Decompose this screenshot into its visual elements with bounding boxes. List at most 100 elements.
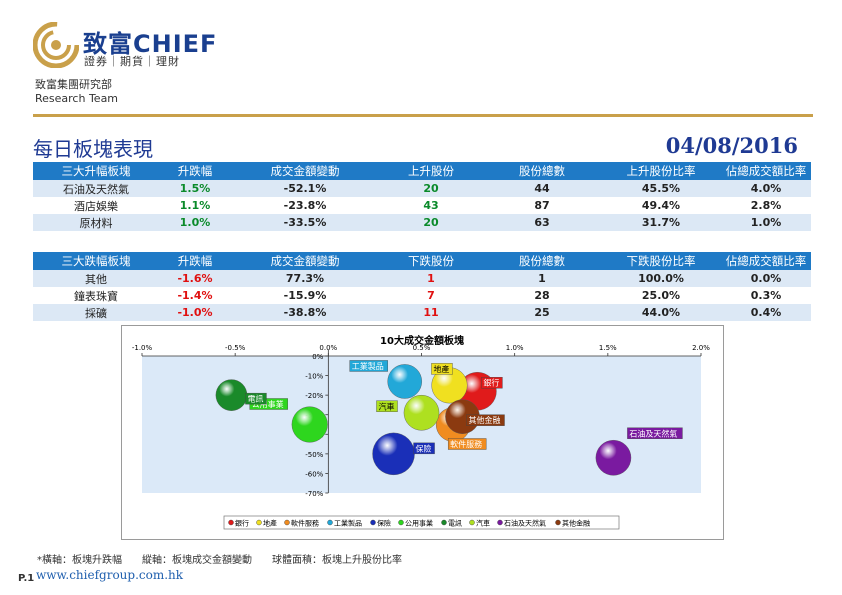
bubble-label-box	[466, 414, 505, 426]
department-label: 致富集團研究部 Research Team	[35, 78, 118, 106]
cell-turnover-share: 0.0%	[721, 270, 811, 287]
legend-marker	[398, 519, 404, 526]
cell-turnover-change: -52.1%	[231, 180, 379, 197]
col-header-sector: 三大跌幅板塊	[33, 252, 159, 270]
cell-turnover-share: 0.4%	[721, 304, 811, 321]
legend-label: 軟件服務	[291, 519, 319, 528]
cell-falling-stocks: 7	[379, 287, 483, 304]
report-date: 04/08/2016	[665, 133, 798, 158]
table-header-row: 三大跌幅板塊 升跌幅 成交金額變動 下跌股份 股份總數 下跌股份比率 佔總成交額…	[33, 252, 811, 270]
cell-rising-stocks: 20	[379, 180, 483, 197]
y-tick-label: -20%	[305, 392, 323, 400]
cell-turnover-change: 77.3%	[231, 270, 379, 287]
legend-marker	[555, 519, 561, 526]
cell-total-stocks: 25	[483, 304, 601, 321]
legend-marker	[441, 519, 447, 526]
cell-rising-ratio: 49.4%	[601, 197, 721, 214]
table-row: 石油及天然氣 1.5% -52.1% 20 44 45.5% 4.0%	[33, 180, 811, 197]
bubble-label-box	[349, 360, 388, 372]
brand-name-cn: 致富	[83, 30, 133, 58]
cell-sector: 石油及天然氣	[33, 180, 159, 197]
bubble-label-box	[447, 438, 487, 450]
cell-change: -1.4%	[159, 287, 231, 304]
col-header-turnover-share: 佔總成交額比率	[721, 162, 811, 180]
cell-turnover-share: 1.0%	[721, 214, 811, 231]
cell-rising-stocks: 43	[379, 197, 483, 214]
logo-swirl-icon	[33, 22, 79, 68]
cell-turnover-share: 4.0%	[721, 180, 811, 197]
col-header-total-stocks: 股份總數	[483, 252, 601, 270]
bubble-label: 銀行	[483, 378, 499, 388]
page-number: P.1	[18, 573, 35, 584]
bubble-label-box	[245, 392, 267, 405]
cell-falling-stocks: 11	[379, 304, 483, 321]
cell-total-stocks: 63	[483, 214, 601, 231]
legend-marker	[370, 519, 376, 526]
cell-change: 1.5%	[159, 180, 231, 197]
col-header-falling-stocks: 下跌股份	[379, 252, 483, 270]
legend-label: 工業製品	[334, 519, 362, 528]
bubble-保險	[372, 432, 415, 476]
legend-box	[223, 515, 620, 530]
x-tick-label: -0.5%	[225, 344, 246, 352]
cell-turnover-change: -15.9%	[231, 287, 379, 304]
cell-change: 1.0%	[159, 214, 231, 231]
bubble-label: 其他金融	[468, 415, 500, 425]
bubble-石油及天然氣	[595, 440, 632, 476]
cell-sector: 鐘表珠寶	[33, 287, 159, 304]
cell-falling-ratio: 44.0%	[601, 304, 721, 321]
y-tick-label: -10%	[305, 373, 323, 381]
bubble-label: 軟件服務	[450, 439, 482, 449]
cell-rising-ratio: 31.7%	[601, 214, 721, 231]
cell-total-stocks: 1	[483, 270, 601, 287]
bubble-label: 保險	[416, 443, 432, 453]
header-divider	[33, 114, 813, 117]
bubble-chart-svg: 10大成交金額板塊 -1.0% -0.5% 0.0% 0.5% 1.0% 1.5% 2.0%…	[132, 334, 710, 530]
legend-label: 地產	[263, 519, 277, 528]
legend-label: 汽車	[476, 519, 490, 528]
bubble-label-box	[376, 400, 398, 412]
x-tick-label: 0.5%	[413, 344, 431, 352]
department-en: Research Team	[35, 92, 119, 105]
brand-name: 致富CHIEF	[83, 24, 217, 59]
bubble-label: 地產	[433, 364, 449, 374]
cell-turnover-change: -33.5%	[231, 214, 379, 231]
bubble-汽車	[403, 394, 440, 431]
col-header-rising-ratio: 上升股份比率	[601, 162, 721, 180]
cell-sector: 原材料	[33, 214, 159, 231]
col-header-falling-ratio: 下跌股份比率	[601, 252, 721, 270]
bubble-chart: 10大成交金額板塊 -1.0% -0.5% 0.0% 0.5% 1.0% 1.5% 2.0%…	[121, 325, 724, 540]
x-tick-label: -1.0%	[132, 344, 153, 352]
legend-marker	[284, 519, 290, 526]
bubble-工業製品	[387, 364, 422, 399]
cell-turnover-change: -23.8%	[231, 197, 379, 214]
company-logo: 致富CHIEF 證券｜期貨｜理財	[33, 22, 243, 68]
legend-marker	[256, 519, 262, 526]
cell-turnover-share: 2.8%	[721, 197, 811, 214]
col-header-sector: 三大升幅板塊	[33, 162, 159, 180]
legend-marker	[228, 519, 234, 526]
table-row: 鐘表珠寶 -1.4% -15.9% 7 28 25.0% 0.3%	[33, 287, 811, 304]
brand-name-en: CHIEF	[133, 30, 218, 58]
bubble-label-box	[413, 442, 435, 455]
bubble-電訊	[215, 379, 248, 411]
chart-footnote: *橫軸：板塊升跌幅 縱軸：板塊成交金額變動 球體面積：板塊上升股份比率	[37, 555, 402, 566]
cell-turnover-change: -38.8%	[231, 304, 379, 321]
legend-label: 銀行	[235, 519, 249, 528]
website-link[interactable]: www.chiefgroup.com.hk	[36, 568, 184, 582]
bubble-公用事業	[291, 406, 328, 443]
col-header-turnover-change: 成交金額變動	[231, 162, 379, 180]
top-sectors-table: 三大升幅板塊 升跌幅 成交金額變動 上升股份 股份總數 上升股份比率 佔總成交額…	[33, 162, 811, 231]
bubble-label: 工業製品	[352, 361, 384, 371]
cell-sector: 採礦	[33, 304, 159, 321]
y-tick-label: -50%	[305, 451, 323, 459]
chart-title: 10大成交金額板塊	[380, 334, 464, 347]
x-tick-label: 2.0%	[692, 344, 710, 352]
table-header-row: 三大升幅板塊 升跌幅 成交金額變動 上升股份 股份總數 上升股份比率 佔總成交額…	[33, 162, 811, 180]
y-tick-label: 0%	[312, 353, 323, 361]
cell-total-stocks: 87	[483, 197, 601, 214]
bubble-label: 公用事業	[252, 399, 284, 409]
x-tick-label: 0.0%	[319, 344, 337, 352]
cell-turnover-share: 0.3%	[721, 287, 811, 304]
table-row: 原材料 1.0% -33.5% 20 63 31.7% 1.0%	[33, 214, 811, 231]
